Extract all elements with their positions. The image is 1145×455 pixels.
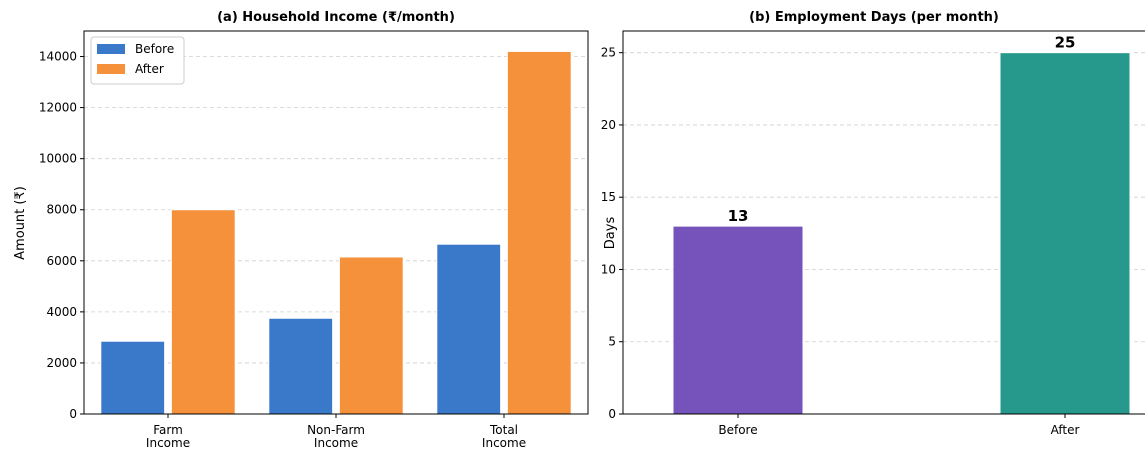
y-tick-label-6000: 6000: [46, 254, 77, 268]
chart-b-x-ticks: Before After: [718, 414, 1079, 437]
y-tick-label-14000: 14000: [39, 50, 77, 64]
legend-label-before: Before: [135, 42, 174, 56]
bar-after-total-income: [506, 50, 572, 415]
chart-employment-days: (b) Employment Days (per month) 0 5 10 15 20…: [601, 10, 1145, 437]
y-tick-label-0: 0: [69, 407, 77, 421]
data-label-before: 13: [728, 207, 749, 225]
y-tick-label-10000: 10000: [39, 152, 77, 166]
x-tick-label-non-farm-income-2: Income: [314, 436, 358, 450]
x-tick-label-farm-income-1: Farm: [153, 423, 183, 437]
chart-a-legend: Before After: [90, 36, 185, 85]
y-tick-label-15: 15: [601, 190, 616, 204]
chart-b-y-ticks: 0 5 10 15 20 25: [601, 46, 623, 421]
x-tick-label-total-income-2: Income: [482, 436, 526, 450]
y-tick-label-8000: 8000: [46, 203, 77, 217]
chart-a-y-axis-label: Amount (₹): [13, 186, 28, 260]
y-tick-label-10: 10: [601, 262, 616, 276]
chart-b-y-axis-label: Days: [603, 217, 618, 250]
legend-swatch-before: [97, 44, 125, 54]
y-tick-label-4000: 4000: [46, 305, 77, 319]
y-tick-label-0: 0: [608, 407, 616, 421]
y-tick-label-5: 5: [608, 335, 616, 349]
y-tick-label-25: 25: [601, 46, 616, 60]
bar-before-non-farm-income: [268, 317, 334, 415]
y-tick-label-2000: 2000: [46, 356, 77, 370]
y-tick-label-20: 20: [601, 118, 616, 132]
legend-swatch-after: [97, 64, 125, 74]
bar-after-farm-income: [170, 209, 236, 415]
chart-b-title: (b) Employment Days (per month): [749, 10, 999, 25]
chart-a-bars: [100, 50, 572, 415]
chart-household-income: (a) Household Income (₹/month) 0 2000 4000…: [13, 10, 589, 450]
bar-before-farm-income: [100, 340, 166, 415]
chart-b-frame: [622, 30, 1145, 415]
x-tick-label-farm-income-2: Income: [146, 436, 190, 450]
x-tick-label-non-farm-income-1: Non-Farm: [307, 423, 365, 437]
x-tick-label-before: Before: [718, 423, 757, 437]
legend-label-after: After: [135, 62, 164, 76]
x-tick-label-total-income-1: Total: [489, 423, 518, 437]
bar-before-total-income: [436, 243, 502, 415]
chart-a-y-ticks: 0 2000 4000 6000 8000 10000 12000 14000: [39, 50, 84, 421]
bar-after-non-farm-income: [338, 256, 404, 415]
chart-b-data-labels: 13 25: [728, 34, 1076, 225]
bar-after: [999, 52, 1131, 415]
chart-b-bars: [672, 52, 1131, 415]
data-label-after: 25: [1055, 34, 1076, 52]
chart-a-title: (a) Household Income (₹/month): [217, 10, 455, 25]
x-tick-label-after: After: [1051, 423, 1080, 437]
y-tick-label-12000: 12000: [39, 101, 77, 115]
bar-before: [672, 225, 804, 415]
